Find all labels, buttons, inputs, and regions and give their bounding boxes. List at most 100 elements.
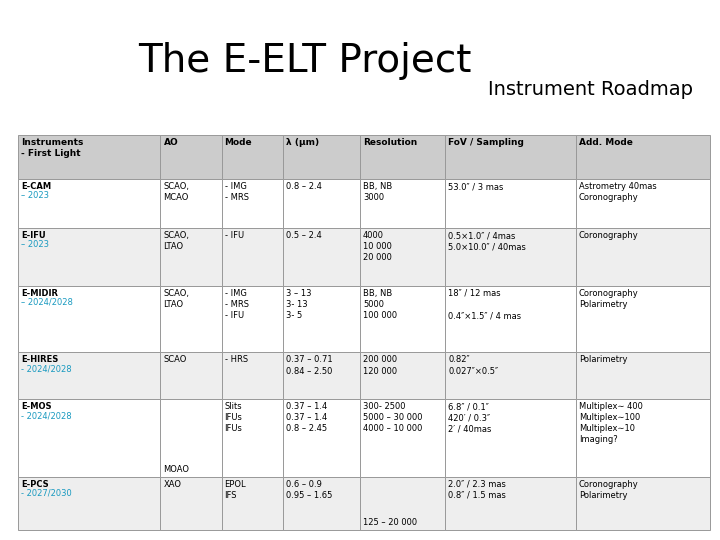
Bar xyxy=(576,353,710,399)
Bar xyxy=(446,353,576,399)
Text: - 2024/2028: - 2024/2028 xyxy=(21,411,71,420)
Bar xyxy=(360,286,446,353)
Text: Polarimetry: Polarimetry xyxy=(579,355,627,364)
Bar xyxy=(360,477,446,530)
Bar xyxy=(222,135,282,179)
Text: 3 – 13
3- 13
3- 5: 3 – 13 3- 13 3- 5 xyxy=(286,289,311,320)
Bar xyxy=(222,353,282,399)
Text: E-IFU: E-IFU xyxy=(21,231,45,240)
Text: - IMG
- MRS
- IFU: - IMG - MRS - IFU xyxy=(225,289,248,320)
Bar xyxy=(222,399,282,477)
Bar xyxy=(282,135,360,179)
Bar xyxy=(18,399,161,477)
Text: BB, NB
5000
100 000: BB, NB 5000 100 000 xyxy=(363,289,397,320)
Bar xyxy=(222,228,282,286)
Text: Multiplex∼ 400
Multiplex∼100
Multiplex∼10
Imaging?: Multiplex∼ 400 Multiplex∼100 Multiplex∼1… xyxy=(579,402,642,444)
Bar xyxy=(18,135,161,179)
Text: – 2023: – 2023 xyxy=(21,240,49,249)
Text: SCAO,
LTAO: SCAO, LTAO xyxy=(163,289,189,309)
Text: – 2023: – 2023 xyxy=(21,191,49,200)
Bar xyxy=(446,286,576,353)
Bar xyxy=(161,228,222,286)
Text: E-MIDIR: E-MIDIR xyxy=(21,289,58,298)
Bar xyxy=(360,179,446,228)
Bar xyxy=(222,477,282,530)
Text: 0.82″
0.027″×0.5″: 0.82″ 0.027″×0.5″ xyxy=(449,355,498,376)
Text: 0.37 – 1.4
0.37 – 1.4
0.8 – 2.45: 0.37 – 1.4 0.37 – 1.4 0.8 – 2.45 xyxy=(286,402,327,433)
Text: - HRS: - HRS xyxy=(225,355,248,364)
Bar xyxy=(360,353,446,399)
Bar xyxy=(161,353,222,399)
Text: λ (µm): λ (µm) xyxy=(286,138,319,147)
Bar xyxy=(576,477,710,530)
Text: E-PCS: E-PCS xyxy=(21,480,49,489)
Text: 0.5×1.0″ / 4mas
5.0×10.0″ / 40mas: 0.5×1.0″ / 4mas 5.0×10.0″ / 40mas xyxy=(449,231,526,251)
Bar xyxy=(446,179,576,228)
Text: Coronography
Polarimetry: Coronography Polarimetry xyxy=(579,480,639,500)
Bar xyxy=(576,135,710,179)
Text: Slits
IFUs
IFUs: Slits IFUs IFUs xyxy=(225,402,243,433)
Text: The E-ELT Project: The E-ELT Project xyxy=(138,42,472,80)
Text: Coronography
Polarimetry: Coronography Polarimetry xyxy=(579,289,639,309)
Bar xyxy=(222,286,282,353)
Text: E-CAM: E-CAM xyxy=(21,183,51,191)
Text: Mode: Mode xyxy=(225,138,252,147)
Text: MOAO: MOAO xyxy=(163,465,189,474)
Bar xyxy=(18,179,161,228)
Text: 4000
10 000
20 000: 4000 10 000 20 000 xyxy=(363,231,392,262)
Bar xyxy=(18,353,161,399)
Text: Add. Mode: Add. Mode xyxy=(579,138,633,147)
Text: - 2027/2030: - 2027/2030 xyxy=(21,489,72,498)
Bar xyxy=(222,179,282,228)
Bar xyxy=(360,135,446,179)
Bar xyxy=(360,228,446,286)
Bar xyxy=(282,399,360,477)
Text: - IFU: - IFU xyxy=(225,231,243,240)
Text: EPOL
IFS: EPOL IFS xyxy=(225,480,246,500)
Text: Coronography: Coronography xyxy=(579,231,639,240)
Text: SCAO,
LTAO: SCAO, LTAO xyxy=(163,231,189,251)
Bar xyxy=(446,477,576,530)
Bar xyxy=(282,353,360,399)
Text: 18″ / 12 mas

0.4″×1.5″ / 4 mas: 18″ / 12 mas 0.4″×1.5″ / 4 mas xyxy=(449,289,521,320)
Text: 0.6 – 0.9
0.95 – 1.65: 0.6 – 0.9 0.95 – 1.65 xyxy=(286,480,332,500)
Bar xyxy=(18,477,161,530)
Text: 6.8″ / 0.1″
420′ / 0.3″
2′ / 40mas: 6.8″ / 0.1″ 420′ / 0.3″ 2′ / 40mas xyxy=(449,402,492,433)
Text: E-MOS: E-MOS xyxy=(21,402,52,411)
Text: 200 000
120 000: 200 000 120 000 xyxy=(363,355,397,376)
Bar xyxy=(161,179,222,228)
Text: 2.0″ / 2.3 mas
0.8″ / 1.5 mas: 2.0″ / 2.3 mas 0.8″ / 1.5 mas xyxy=(449,480,506,500)
Bar xyxy=(576,399,710,477)
Bar xyxy=(446,228,576,286)
Text: E-HIRES: E-HIRES xyxy=(21,355,58,364)
Text: Instruments
- First Light: Instruments - First Light xyxy=(21,138,84,158)
Bar xyxy=(161,286,222,353)
Text: 125 – 20 000: 125 – 20 000 xyxy=(363,518,417,527)
Text: BB, NB
3000: BB, NB 3000 xyxy=(363,183,392,202)
Text: 53.0″ / 3 mas: 53.0″ / 3 mas xyxy=(449,183,504,191)
Text: 300- 2500
5000 – 30 000
4000 – 10 000: 300- 2500 5000 – 30 000 4000 – 10 000 xyxy=(363,402,423,433)
Bar xyxy=(446,135,576,179)
Text: Instrument Roadmap: Instrument Roadmap xyxy=(487,80,693,99)
Text: 0.37 – 0.71
0.84 – 2.50: 0.37 – 0.71 0.84 – 2.50 xyxy=(286,355,332,376)
Bar xyxy=(18,286,161,353)
Bar xyxy=(282,286,360,353)
Bar xyxy=(161,135,222,179)
Bar xyxy=(161,477,222,530)
Bar xyxy=(360,399,446,477)
Text: - 2024/2028: - 2024/2028 xyxy=(21,364,71,374)
Bar xyxy=(282,228,360,286)
Bar xyxy=(576,179,710,228)
Bar xyxy=(161,399,222,477)
Bar xyxy=(446,399,576,477)
Text: FoV / Sampling: FoV / Sampling xyxy=(449,138,524,147)
Text: Resolution: Resolution xyxy=(363,138,417,147)
Bar xyxy=(576,228,710,286)
Text: Astrometry 40mas
Coronography: Astrometry 40mas Coronography xyxy=(579,183,657,202)
Text: XAO: XAO xyxy=(163,480,181,489)
Text: SCAO: SCAO xyxy=(163,355,187,364)
Text: 0.8 – 2.4: 0.8 – 2.4 xyxy=(286,183,321,191)
Text: 0.5 – 2.4: 0.5 – 2.4 xyxy=(286,231,321,240)
Bar xyxy=(282,179,360,228)
Bar xyxy=(576,286,710,353)
